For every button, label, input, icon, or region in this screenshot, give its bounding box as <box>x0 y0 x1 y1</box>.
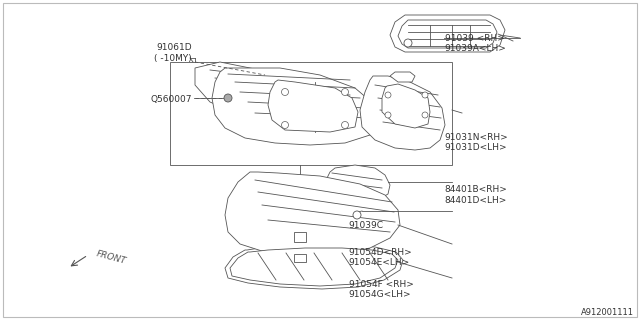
Text: 91054F <RH>
91054G<LH>: 91054F <RH> 91054G<LH> <box>349 280 413 299</box>
Circle shape <box>342 89 349 95</box>
Bar <box>170 62 452 165</box>
Text: A912001111: A912001111 <box>580 308 634 317</box>
Polygon shape <box>390 72 415 82</box>
Polygon shape <box>268 80 358 132</box>
Circle shape <box>282 89 289 95</box>
Circle shape <box>385 92 391 98</box>
Text: 84401B<RH>
84401D<LH>: 84401B<RH> 84401D<LH> <box>445 186 508 205</box>
Circle shape <box>342 122 349 129</box>
Text: 91061D
( -10MY): 91061D ( -10MY) <box>154 43 192 62</box>
Text: Q560007: Q560007 <box>150 95 192 104</box>
Circle shape <box>224 94 232 102</box>
Polygon shape <box>212 68 380 145</box>
Polygon shape <box>225 172 400 255</box>
Polygon shape <box>195 62 285 115</box>
Polygon shape <box>325 165 390 202</box>
Circle shape <box>282 122 289 129</box>
Polygon shape <box>390 15 505 52</box>
Polygon shape <box>398 20 497 48</box>
Polygon shape <box>230 248 398 286</box>
Bar <box>294 232 306 242</box>
Text: 91039C: 91039C <box>349 221 384 230</box>
Text: 91054D<RH>
91054E<LH>: 91054D<RH> 91054E<LH> <box>349 248 413 267</box>
Polygon shape <box>382 84 430 128</box>
Circle shape <box>385 112 391 118</box>
Circle shape <box>422 92 428 98</box>
Polygon shape <box>360 76 445 150</box>
Text: FRONT: FRONT <box>95 250 127 266</box>
Text: 91039 <RH>
91039A<LH>: 91039 <RH> 91039A<LH> <box>445 34 507 53</box>
Circle shape <box>353 211 361 219</box>
Text: 91031N<RH>
91031D<LH>: 91031N<RH> 91031D<LH> <box>445 133 509 152</box>
Circle shape <box>404 39 412 47</box>
Bar <box>294 254 306 262</box>
Circle shape <box>422 112 428 118</box>
